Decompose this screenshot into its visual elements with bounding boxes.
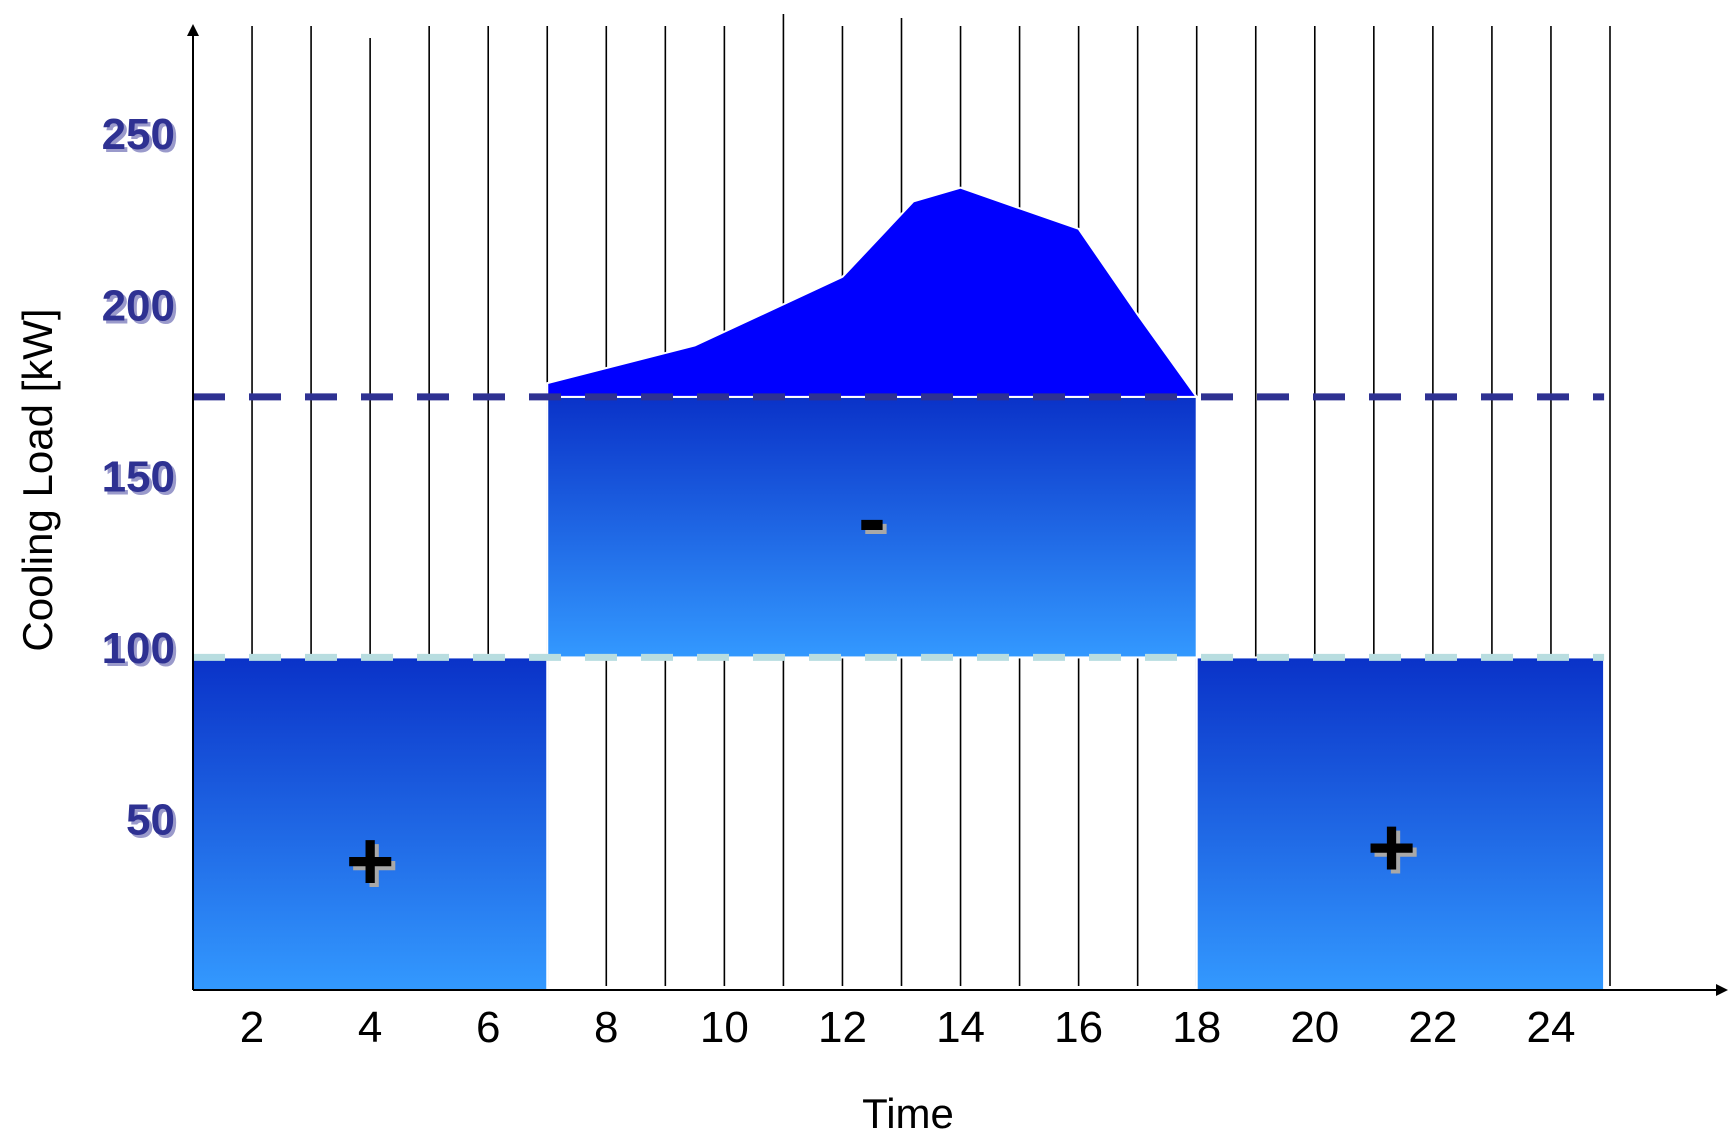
x-tick-label: 20 (1290, 1003, 1339, 1052)
x-tick-labels: 2 4 6 8 10 12 14 16 18 20 22 24 (240, 1003, 1576, 1052)
peak-area-layer (546, 186, 1199, 398)
peak-load-area (546, 186, 1199, 398)
x-tick-label: 22 (1408, 1003, 1457, 1052)
discharge-sign: - (858, 471, 886, 565)
sign-shadow: + (350, 818, 399, 912)
y-tick-label: 50 (126, 796, 175, 845)
x-tick-label: 24 (1526, 1003, 1575, 1052)
y-axis-label: Cooling Load [kW] (14, 308, 61, 651)
storage-region (192, 656, 549, 992)
x-tick-label: 4 (358, 1003, 382, 1052)
x-axis-label: Time (862, 1090, 954, 1137)
axes (187, 24, 1728, 996)
y-tick-shadow: 50 (129, 799, 178, 848)
x-tick-label: 2 (240, 1003, 264, 1052)
y-tick-label: 200 (102, 281, 175, 330)
y-tick-label: 150 (102, 453, 175, 502)
storage-region (1195, 656, 1606, 992)
x-tick-label: 10 (700, 1003, 749, 1052)
y-tick-shadow: 100 (105, 627, 178, 676)
x-tick-label: 16 (1054, 1003, 1103, 1052)
x-tick-label: 18 (1172, 1003, 1221, 1052)
load-regions (192, 395, 1606, 992)
y-tick-label: 100 (102, 624, 175, 673)
reference-lines (193, 393, 1605, 661)
x-tick-label: 14 (936, 1003, 985, 1052)
storage-region (546, 395, 1198, 659)
x-tick-label: 8 (594, 1003, 618, 1052)
x-tick-label: 12 (818, 1003, 867, 1052)
y-tick-shadow: 200 (105, 284, 178, 333)
x-tick-label: 6 (476, 1003, 500, 1052)
charge-sign: + (346, 814, 395, 908)
sign-shadow: + (1371, 804, 1420, 898)
y-tick-shadow: 250 (105, 113, 178, 162)
y-tick-shadow: 150 (105, 456, 178, 505)
charge-sign: + (1367, 800, 1416, 894)
y-tick-label: 250 (102, 110, 175, 159)
region-signs: ++--++ (346, 471, 1420, 912)
sign-shadow: - (862, 475, 890, 569)
